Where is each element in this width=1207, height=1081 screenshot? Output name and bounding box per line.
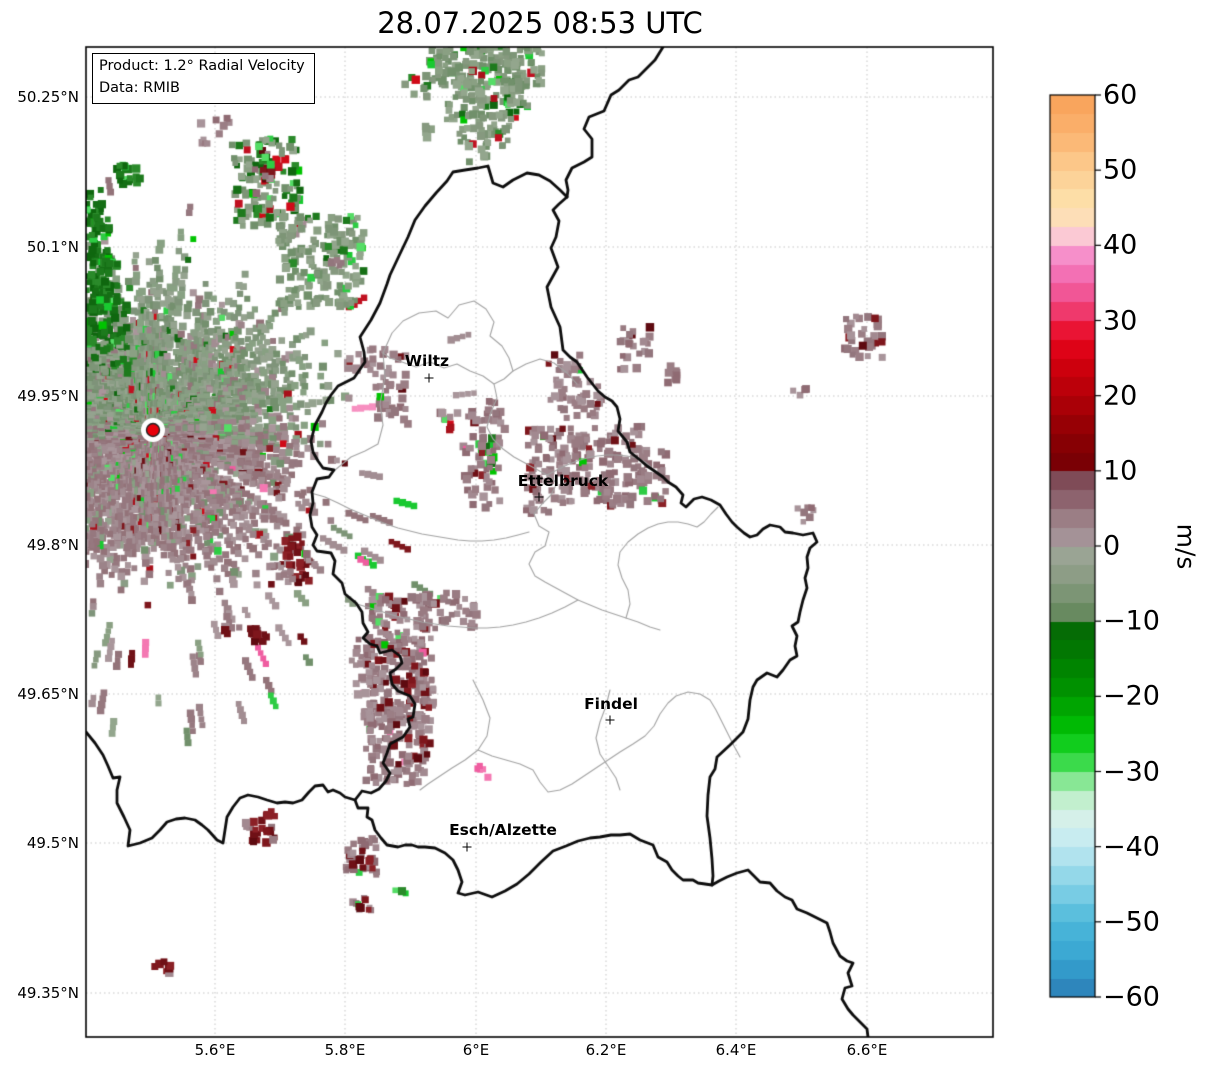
colorbar-tick-label: 30 [1103, 305, 1138, 336]
city-marker [424, 373, 434, 383]
colorbar-tick-label: −30 [1103, 756, 1160, 787]
colorbar-tick-label: 0 [1103, 530, 1121, 562]
colorbar-tick-label: 10 [1103, 455, 1138, 487]
colorbar-tick-label: −40 [1103, 831, 1160, 863]
colorbar-tick-label: −10 [1103, 605, 1160, 637]
city-label: Findel [584, 695, 638, 713]
colorbar-tick-label: 40 [1103, 229, 1138, 261]
product-info-line1: Product: 1.2° Radial Velocity [99, 58, 305, 74]
city-label: Wiltz [404, 352, 450, 370]
x-tick-label: 6.4°E [715, 1041, 757, 1059]
y-tick-label: 49.95°N [17, 387, 79, 405]
y-tick-label: 50.25°N [17, 88, 79, 106]
city-label: Ettelbruck [517, 472, 609, 490]
colorbar-unit-label: m/s [1171, 523, 1201, 570]
colorbar-tick-label: −50 [1103, 906, 1160, 938]
y-tick-label: 50.1°N [26, 238, 79, 256]
city-marker [462, 842, 472, 852]
x-tick-label: 6.2°E [585, 1041, 627, 1059]
city-marker [534, 492, 544, 502]
figure-title: 28.07.2025 08:53 UTC [377, 6, 703, 40]
x-tick-label: 5.8°E [324, 1041, 366, 1059]
colorbar-tick-label: −60 [1103, 981, 1160, 1013]
y-tick-label: 49.8°N [26, 536, 79, 554]
colorbar-tick-label: 50 [1103, 154, 1138, 186]
x-tick-label: 5.6°E [194, 1041, 236, 1059]
product-info-line2: Data: RMIB [99, 79, 180, 96]
colorbar-tick-label: 20 [1103, 380, 1138, 412]
y-tick-label: 49.5°N [26, 834, 79, 852]
x-tick-label: 6°E [462, 1041, 490, 1059]
colorbar-tick-label: −20 [1103, 680, 1160, 712]
y-tick-label: 49.35°N [17, 984, 79, 1002]
city-marker [605, 715, 615, 725]
city-label: Esch/Alzette [449, 821, 557, 839]
y-tick-label: 49.65°N [17, 685, 79, 703]
colorbar-tick-label: 60 [1103, 79, 1138, 111]
x-tick-label: 6.6°E [846, 1041, 888, 1059]
product-info-box: Product: 1.2° Radial Velocity Data: RMIB [92, 53, 315, 104]
